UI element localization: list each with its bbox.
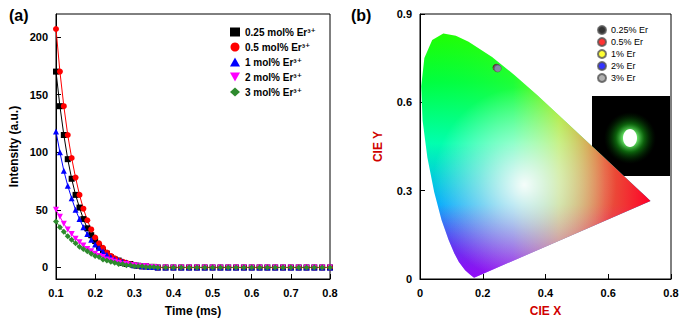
svg-text:0.5: 0.5 bbox=[205, 287, 220, 299]
svg-text:200: 200 bbox=[30, 31, 48, 43]
svg-text:0.9: 0.9 bbox=[397, 8, 412, 20]
svg-text:2 mol% Er³⁺: 2 mol% Er³⁺ bbox=[245, 72, 302, 83]
svg-text:0.3: 0.3 bbox=[127, 287, 142, 299]
svg-text:100: 100 bbox=[30, 146, 48, 158]
svg-text:0.6: 0.6 bbox=[601, 287, 616, 299]
svg-text:1 mol% Er³⁺: 1 mol% Er³⁺ bbox=[245, 57, 302, 68]
svg-text:CIE X: CIE X bbox=[530, 304, 561, 318]
svg-text:Intensity (a.u.): Intensity (a.u.) bbox=[7, 106, 21, 187]
svg-text:0.4: 0.4 bbox=[538, 287, 554, 299]
svg-text:(a): (a) bbox=[9, 7, 29, 24]
svg-text:0.25 mol% Er³⁺: 0.25 mol% Er³⁺ bbox=[245, 27, 316, 38]
svg-text:150: 150 bbox=[30, 89, 48, 101]
svg-text:0.1: 0.1 bbox=[48, 287, 63, 299]
svg-text:(b): (b) bbox=[351, 7, 371, 24]
svg-text:0.7: 0.7 bbox=[283, 287, 298, 299]
svg-text:0.2: 0.2 bbox=[87, 287, 102, 299]
svg-text:0.8: 0.8 bbox=[322, 287, 337, 299]
svg-text:0.5 mol% Er³⁺: 0.5 mol% Er³⁺ bbox=[245, 42, 310, 53]
svg-text:0.6: 0.6 bbox=[397, 96, 412, 108]
svg-text:0.6: 0.6 bbox=[244, 287, 259, 299]
svg-text:50: 50 bbox=[36, 204, 48, 216]
svg-text:0: 0 bbox=[417, 287, 423, 299]
svg-text:0.25% Er: 0.25% Er bbox=[611, 25, 648, 35]
svg-text:Time (ms): Time (ms) bbox=[165, 304, 221, 318]
svg-text:0.2: 0.2 bbox=[475, 287, 490, 299]
svg-text:3 mol% Er³⁺: 3 mol% Er³⁺ bbox=[245, 87, 302, 98]
svg-text:0: 0 bbox=[406, 273, 412, 285]
svg-text:2% Er: 2% Er bbox=[611, 61, 636, 71]
svg-text:CIE Y: CIE Y bbox=[371, 131, 385, 162]
svg-text:0: 0 bbox=[42, 261, 48, 273]
svg-text:0.8: 0.8 bbox=[663, 287, 678, 299]
svg-text:1% Er: 1% Er bbox=[611, 49, 636, 59]
svg-text:0.3: 0.3 bbox=[397, 185, 412, 197]
svg-text:0.4: 0.4 bbox=[166, 287, 182, 299]
svg-text:0.5% Er: 0.5% Er bbox=[611, 37, 643, 47]
svg-text:3% Er: 3% Er bbox=[611, 73, 636, 83]
